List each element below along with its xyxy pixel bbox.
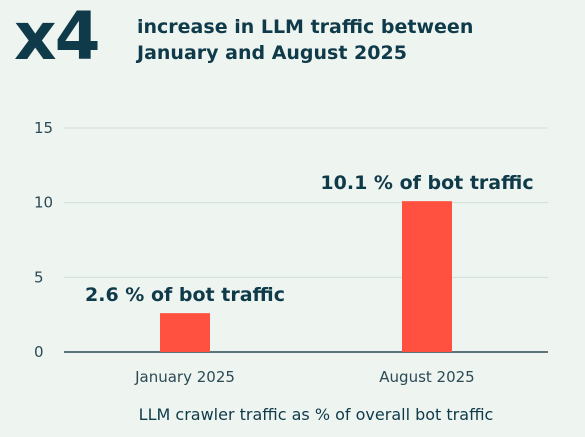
y-tick-label: 10 [34, 194, 53, 212]
bar-data-label: 2.6 % of bot traffic [85, 284, 285, 306]
bar [402, 201, 452, 352]
x-tick-label: August 2025 [379, 368, 474, 386]
headline: increase in LLM traffic between January … [137, 16, 474, 64]
y-tick-label: 0 [34, 343, 44, 361]
x-tick-label: January 2025 [134, 368, 235, 386]
multiplier-figure: x4 [14, 0, 100, 75]
y-tick-label: 5 [34, 268, 44, 286]
bar-data-label: 10.1 % of bot traffic [320, 172, 533, 194]
y-tick-label: 15 [34, 119, 53, 137]
x-axis-label: LLM crawler traffic as % of overall bot … [139, 405, 494, 424]
bar [160, 313, 210, 352]
